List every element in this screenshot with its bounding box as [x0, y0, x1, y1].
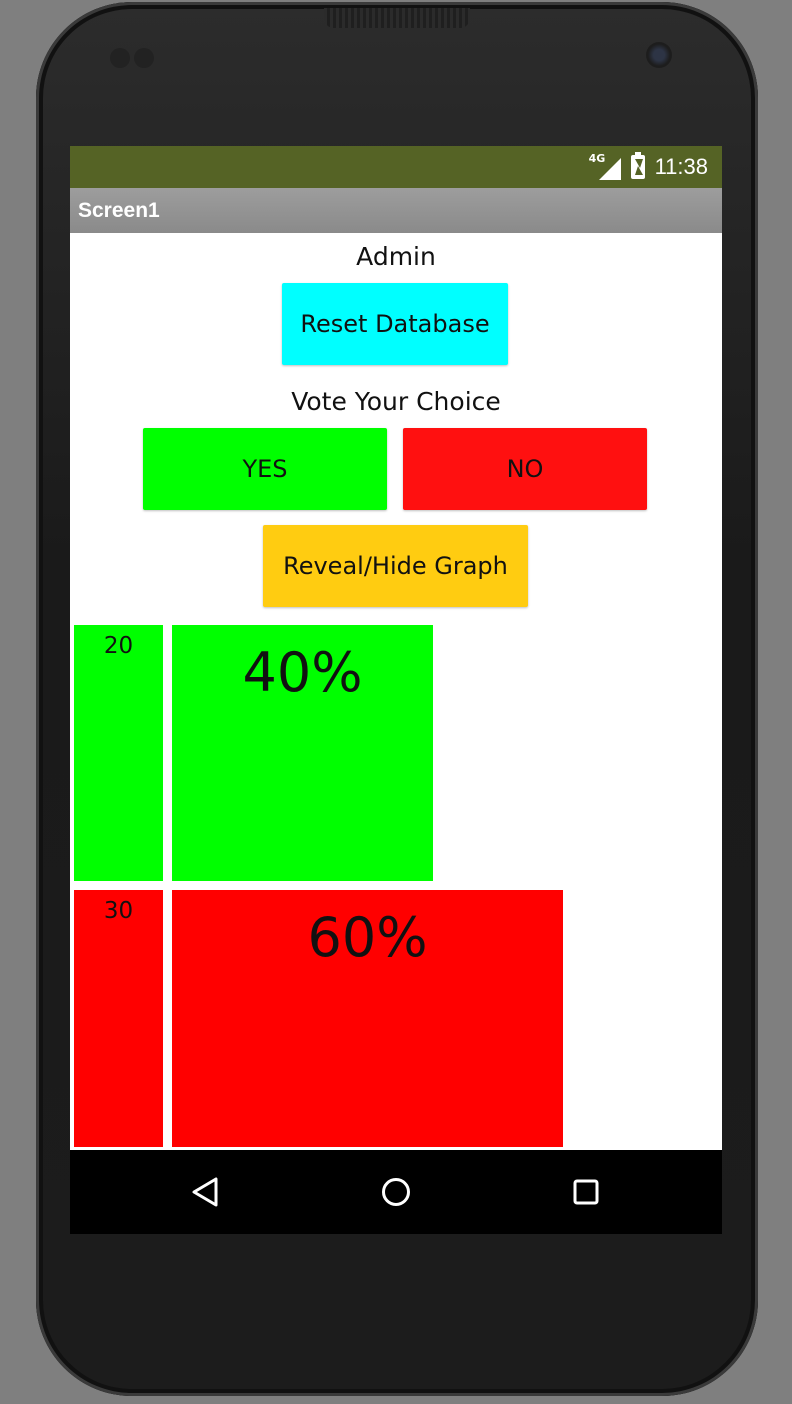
navigation-bar — [70, 1150, 722, 1234]
no-percent: 60% — [307, 906, 428, 969]
reveal-hide-graph-button[interactable]: Reveal/Hide Graph — [263, 525, 528, 607]
status-time: 11:38 — [654, 154, 708, 179]
no-count-box: 30 — [74, 890, 163, 1147]
earpiece — [324, 8, 470, 28]
recents-icon[interactable] — [570, 1176, 602, 1208]
screen: 4G 11:38 Screen1 Admin Reset Database Vo… — [70, 146, 722, 1234]
sensor — [134, 48, 154, 68]
vote-label: Vote Your Choice — [291, 387, 501, 416]
title-bar: Screen1 — [70, 188, 722, 233]
home-icon[interactable] — [380, 1176, 412, 1208]
back-icon[interactable] — [190, 1176, 222, 1208]
battery-charging-icon — [630, 152, 645, 179]
yes-percent-bar: 40% — [172, 625, 433, 881]
front-camera — [646, 42, 672, 68]
status-bar: 4G 11:38 — [70, 146, 722, 188]
no-percent-bar: 60% — [172, 890, 563, 1147]
no-button[interactable]: NO — [403, 428, 647, 510]
admin-label: Admin — [356, 242, 436, 271]
screen-title: Screen1 — [78, 199, 160, 222]
yes-count-box: 20 — [74, 625, 163, 881]
yes-button[interactable]: YES — [143, 428, 387, 510]
yes-count: 20 — [103, 633, 134, 659]
no-count: 30 — [103, 898, 134, 924]
reset-database-button[interactable]: Reset Database — [282, 283, 508, 365]
sensor — [110, 48, 130, 68]
yes-percent: 40% — [242, 641, 363, 704]
signal-icon: 4G — [589, 152, 621, 180]
